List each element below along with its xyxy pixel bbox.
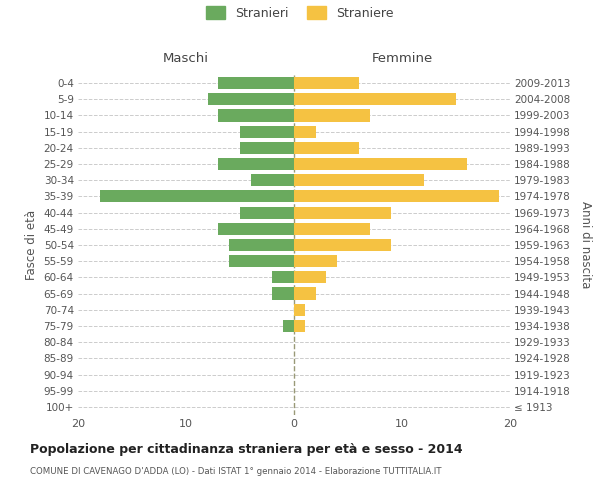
Bar [229, 255, 294, 268]
Bar [294, 77, 359, 89]
Bar [294, 142, 359, 154]
Bar [208, 93, 294, 106]
Bar [272, 288, 294, 300]
Bar [294, 158, 467, 170]
Bar [251, 174, 294, 186]
Bar [218, 110, 294, 122]
Bar [294, 255, 337, 268]
Text: COMUNE DI CAVENAGO D'ADDA (LO) - Dati ISTAT 1° gennaio 2014 - Elaborazione TUTTI: COMUNE DI CAVENAGO D'ADDA (LO) - Dati IS… [30, 468, 442, 476]
Bar [218, 158, 294, 170]
Bar [240, 142, 294, 154]
Bar [240, 206, 294, 218]
Bar [218, 77, 294, 89]
Bar [294, 304, 305, 316]
Legend: Stranieri, Straniere: Stranieri, Straniere [206, 6, 394, 20]
Bar [100, 190, 294, 202]
Bar [294, 320, 305, 332]
Bar [294, 239, 391, 251]
Bar [294, 110, 370, 122]
Bar [294, 288, 316, 300]
Bar [294, 272, 326, 283]
Bar [229, 239, 294, 251]
Text: Maschi: Maschi [163, 52, 209, 65]
Bar [272, 272, 294, 283]
Bar [294, 190, 499, 202]
Bar [294, 222, 370, 235]
Bar [294, 206, 391, 218]
Y-axis label: Anni di nascita: Anni di nascita [579, 202, 592, 288]
Bar [294, 126, 316, 138]
Y-axis label: Fasce di età: Fasce di età [25, 210, 38, 280]
Text: Popolazione per cittadinanza straniera per età e sesso - 2014: Popolazione per cittadinanza straniera p… [30, 442, 463, 456]
Text: Femmine: Femmine [371, 52, 433, 65]
Bar [283, 320, 294, 332]
Bar [294, 174, 424, 186]
Bar [240, 126, 294, 138]
Bar [294, 93, 456, 106]
Bar [218, 222, 294, 235]
